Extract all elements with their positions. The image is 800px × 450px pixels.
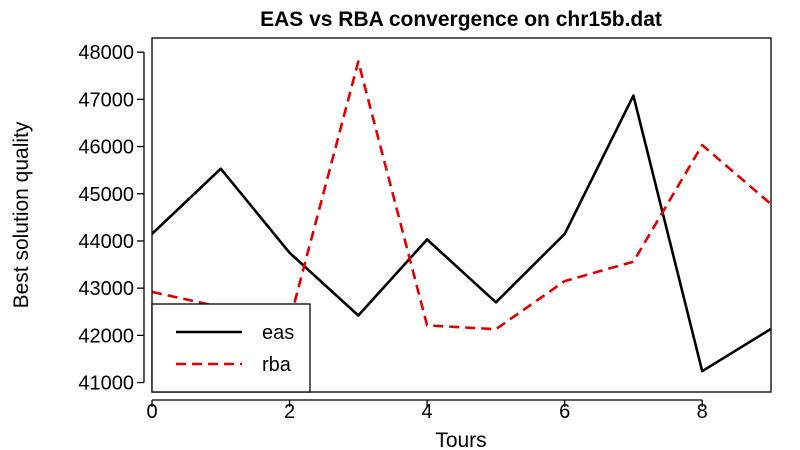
series-line-rba — [152, 60, 771, 331]
y-tick-label: 48000 — [78, 42, 134, 64]
series-line-eas — [152, 94, 771, 373]
y-tick-label: 45000 — [78, 184, 134, 206]
legend-label-eas: eas — [262, 322, 294, 344]
x-tick-label: 2 — [284, 401, 295, 423]
x-tick-label: 8 — [697, 401, 708, 423]
y-tick-label: 47000 — [78, 89, 134, 111]
x-tick-label: 4 — [422, 401, 433, 423]
x-axis: 0 2 4 6 8 — [146, 399, 708, 423]
plot-area-border — [151, 37, 772, 393]
y-axis-label: Best solution quality — [10, 121, 33, 308]
chart-title: EAS vs RBA convergence on chr15b.dat — [260, 8, 662, 31]
y-tick-label: 44000 — [78, 231, 134, 253]
legend-box — [151, 303, 311, 393]
y-tick-label: 43000 — [78, 278, 134, 300]
x-tick-label: 6 — [559, 401, 570, 423]
x-axis-label: Tours — [435, 429, 486, 450]
y-tick-label: 41000 — [78, 373, 134, 395]
legend: eas rba — [151, 303, 311, 393]
y-axis: 41000 42000 43000 44000 45000 46000 47000 48000 — [78, 42, 145, 395]
legend-label-rba: rba — [262, 354, 292, 376]
y-tick-label: 46000 — [78, 137, 134, 159]
x-tick-label: 0 — [146, 401, 157, 423]
y-tick-label: 42000 — [78, 325, 134, 347]
